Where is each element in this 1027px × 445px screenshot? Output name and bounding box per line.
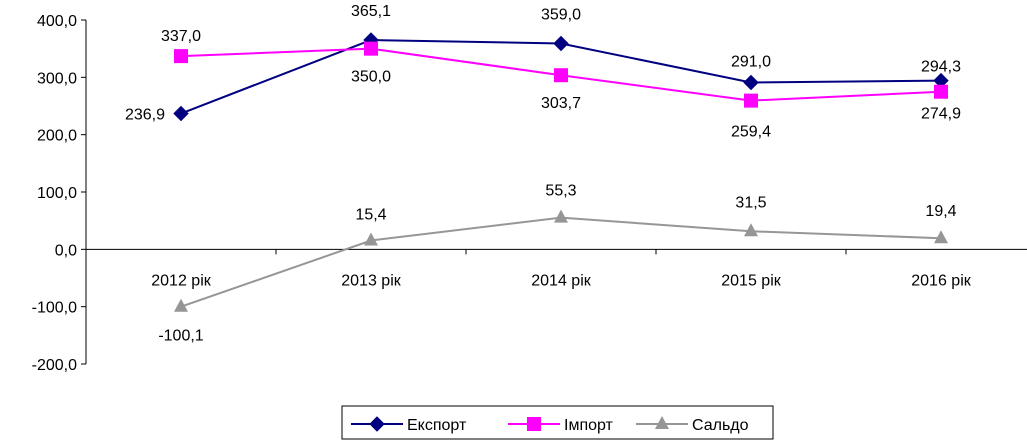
point-saldo [934,230,948,244]
legend-marker-import [527,417,541,431]
y-tick-label: 200,0 [37,128,77,145]
data-label-saldo: 31,5 [735,194,766,211]
y-tick-label: 100,0 [37,185,77,202]
data-label-export: 291,0 [731,53,771,70]
data-label-import: 337,0 [161,28,201,45]
data-label-import: 274,9 [921,106,961,123]
data-label-saldo: -100,1 [158,328,203,345]
data-label-export: 294,3 [921,59,961,76]
legend-box [341,405,774,440]
series-layer [173,32,949,312]
data-label-export: 359,0 [541,7,581,24]
legend-marker-saldo [655,416,669,429]
data-label-import: 259,4 [731,124,771,141]
legend: Експорт Імпорт Сальдо [341,405,774,440]
point-export [553,35,569,52]
data-label-saldo: 19,4 [925,203,956,220]
series-line-saldo [180,216,942,308]
point-import [554,68,568,83]
point-import [174,49,188,64]
x-tick-label: 2014 рік [531,272,591,289]
data-label-export: 236,9 [125,107,165,124]
data-label-import: 303,7 [541,95,581,112]
x-tick-label: 2015 рік [721,272,781,289]
y-tick-label: 0,0 [55,242,77,259]
point-saldo [364,232,378,246]
x-tick-label: 2013 рік [341,272,401,289]
point-saldo [554,209,568,223]
chart-axes: -200,0 -100,0 0,0 100,0 200,0 300,0 400,0 [32,13,1027,374]
legend-label-saldo: Сальдо [692,417,749,434]
point-import [744,93,758,108]
data-label-import: 350,0 [351,69,391,86]
legend-marker-export [369,416,385,432]
point-import [364,41,378,56]
y-tick-label: 300,0 [37,70,77,87]
x-tick-label: 2016 рік [911,272,971,289]
point-export [173,105,189,122]
point-saldo [744,223,758,237]
y-tick-label: -100,0 [32,300,77,317]
data-label-saldo: 15,4 [355,207,386,224]
x-tick-labels: 2012 рік 2013 рік 2014 рік 2015 рік 2016 рік [151,272,971,289]
y-tick-label: -200,0 [32,357,77,374]
point-import [934,84,948,99]
data-label-export: 365,1 [351,3,391,20]
data-label-saldo: 55,3 [545,183,576,200]
x-tick-label: 2012 рік [151,272,211,289]
point-export [743,74,759,91]
data-labels: 236,9 365,1 359,0 291,0 294,3 337,0 350,0 303,7… [125,3,961,345]
point-saldo [174,298,188,312]
legend-label-export: Експорт [407,417,467,434]
y-tick-label: 400,0 [37,13,77,30]
legend-label-import: Імпорт [564,417,614,434]
